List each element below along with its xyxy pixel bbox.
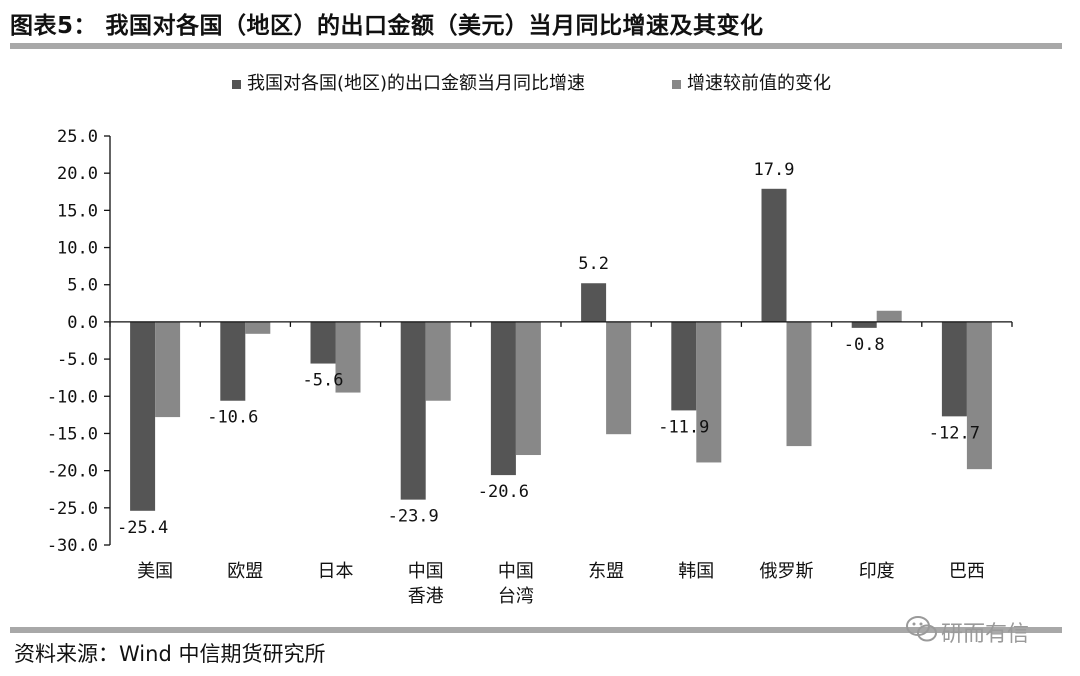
category-label: 中国 [408, 561, 444, 582]
y-axis: 25.0 20.0 15.0 10.0 5.0 0.0 -5.0 -10.0 -15.0 -20.… [47, 127, 111, 556]
data-label: -0.8 [844, 335, 885, 355]
category-label: 巴西 [949, 561, 985, 582]
bar-growth-change [335, 321, 361, 393]
source-note: 资料来源：Wind 中信期货研究所 [14, 642, 326, 666]
bar-growth-change [876, 310, 902, 322]
legend-swatch [232, 80, 241, 89]
category-label: 中国 [498, 561, 534, 582]
y-tick-label: 15.0 [57, 201, 98, 221]
legend-label: 增速较前值的变化 [687, 73, 831, 94]
bar-export-growth [220, 321, 246, 401]
category-label: 台湾 [498, 586, 534, 607]
bar-growth-change [155, 321, 181, 418]
bar-export-growth [761, 188, 787, 322]
y-tick-label: -10.0 [47, 387, 98, 407]
y-tick-label: 0.0 [67, 313, 98, 333]
legend-swatch [672, 80, 681, 89]
bar-export-growth [490, 321, 516, 476]
data-label: -23.9 [388, 507, 439, 527]
legend-label: 我国对各国(地区)的出口金额当月同比增速 [247, 73, 585, 94]
bar-growth-change [425, 321, 451, 401]
bottom-divider [10, 627, 1062, 633]
category-label: 印度 [859, 561, 895, 582]
data-label: -10.6 [207, 408, 258, 428]
data-label: 17.9 [754, 160, 795, 180]
chart-title: 图表5： 我国对各国（地区）的出口金额（美元）当月同比增速及其变化 [10, 13, 764, 39]
bar-growth-change [966, 321, 992, 470]
y-tick-label: 20.0 [57, 164, 98, 184]
category-label: 韩国 [678, 561, 714, 582]
category-label: 欧盟 [227, 561, 263, 582]
category-label: 俄罗斯 [760, 561, 814, 582]
bar-growth-change [515, 321, 541, 456]
y-tick-label: -25.0 [47, 499, 98, 519]
wechat-icon [906, 616, 937, 642]
watermark: 研而有信 [905, 612, 1065, 648]
category-label: 日本 [318, 561, 354, 582]
bar-export-growth [130, 321, 156, 511]
legend: 我国对各国(地区)的出口金额当月同比增速 增速较前值的变化 [232, 73, 831, 94]
bar-export-growth [941, 321, 967, 417]
bar-growth-change [696, 321, 722, 463]
data-label: -12.7 [929, 423, 980, 443]
bar-growth-change [606, 321, 632, 435]
bar-growth-change [786, 321, 812, 447]
bar-export-growth [851, 321, 877, 328]
bar-export-growth [581, 283, 607, 322]
bars [130, 188, 992, 511]
top-divider [10, 43, 1062, 49]
category-label: 香港 [408, 586, 444, 607]
data-label: -25.4 [117, 518, 168, 538]
y-tick-label: -20.0 [47, 462, 98, 482]
y-tick-label: 25.0 [57, 127, 98, 147]
bar-growth-change [245, 321, 271, 334]
category-label: 美国 [137, 561, 173, 582]
y-tick-label: -5.0 [57, 350, 98, 370]
data-label: -11.9 [658, 417, 709, 437]
y-tick-label: 5.0 [67, 276, 98, 296]
y-tick-label: -30.0 [47, 536, 98, 556]
data-label: 5.2 [578, 254, 609, 274]
bar-export-growth [310, 321, 336, 364]
bar-export-growth [671, 321, 697, 411]
data-label: -5.6 [303, 371, 344, 391]
bar-export-growth [400, 321, 426, 500]
data-label: -20.6 [478, 482, 529, 502]
data-labels: -25.4 -10.6 -5.6 -23.9 -20.6 5.2 -11.9 17.9 -0.8… [117, 160, 980, 538]
category-label: 东盟 [588, 561, 624, 582]
y-tick-label: 10.0 [57, 239, 98, 259]
y-tick-label: -15.0 [47, 424, 98, 444]
watermark-text: 研而有信 [941, 622, 1030, 647]
